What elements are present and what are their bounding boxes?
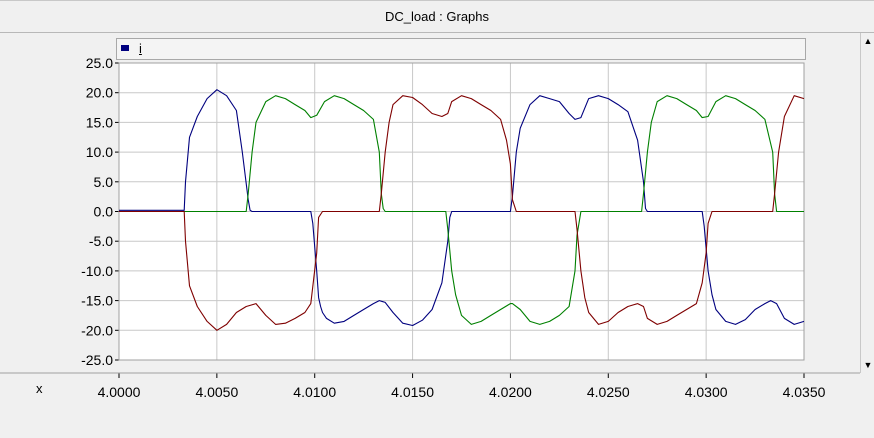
legend[interactable]: i xyxy=(116,38,806,60)
y-tick-label: -15.0 xyxy=(81,293,113,309)
window-title-bar: DC_load : Graphs xyxy=(0,0,874,33)
x-tick-label: 4.0200 xyxy=(489,384,532,400)
y-tick-label: 15.0 xyxy=(86,114,113,130)
window-title: DC_load : Graphs xyxy=(384,9,490,24)
scroll-down-arrow-icon[interactable]: ▼ xyxy=(863,360,873,370)
y-tick-label: 20.0 xyxy=(86,85,113,101)
scroll-up-arrow-icon[interactable]: ▲ xyxy=(863,36,873,46)
x-tick-label: 4.0150 xyxy=(391,384,434,400)
y-tick-label: -25.0 xyxy=(81,352,113,368)
x-tick-label: 4.0250 xyxy=(587,384,630,400)
x-tick-label: 4.0300 xyxy=(685,384,728,400)
series-line-3 xyxy=(119,95,805,331)
x-tick-label: 4.0000 xyxy=(98,384,141,400)
y-tick-label: -10.0 xyxy=(81,263,113,279)
y-tick-label: -5.0 xyxy=(89,233,113,249)
x-tick-label: 4.0050 xyxy=(195,384,238,400)
x-axis-label: x xyxy=(36,381,43,396)
x-tick-label: 4.0350 xyxy=(783,384,826,400)
y-tick-label: 25.0 xyxy=(86,55,113,71)
y-tick-label: 0.0 xyxy=(94,204,114,220)
vertical-scrollbar[interactable]: ▲ ▼ xyxy=(860,33,874,373)
series-line-1 xyxy=(119,89,805,327)
legend-label: i xyxy=(139,41,142,56)
legend-swatch xyxy=(121,45,129,51)
y-tick-label: -20.0 xyxy=(81,322,113,338)
series-line-2 xyxy=(119,95,804,325)
y-tick-label: 5.0 xyxy=(94,174,114,190)
x-tick-label: 4.0100 xyxy=(293,384,336,400)
y-tick-label: 10.0 xyxy=(86,144,113,160)
